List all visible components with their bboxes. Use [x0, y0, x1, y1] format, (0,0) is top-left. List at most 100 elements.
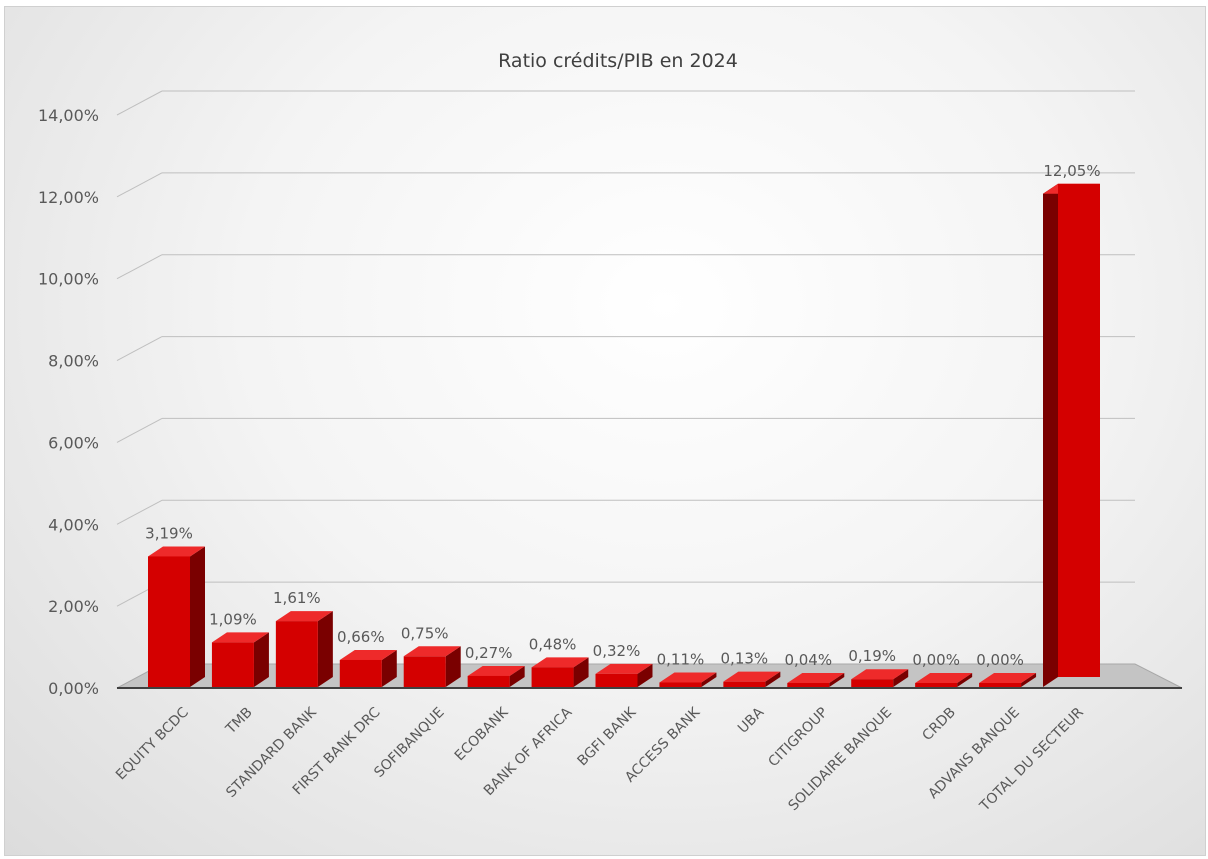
y-tick-label: 2,00% — [48, 597, 99, 616]
data-label: 0,48% — [529, 635, 577, 653]
bar-front — [339, 659, 382, 687]
bar-top — [979, 673, 1037, 683]
bar-front — [787, 683, 830, 687]
data-label: 1,61% — [273, 589, 321, 607]
bar-front — [979, 683, 1022, 687]
x-tick-label: ECOBANK — [452, 704, 512, 764]
bar-top — [851, 669, 909, 680]
gridline-side — [116, 254, 163, 280]
data-label: 0,13% — [721, 650, 769, 668]
y-tick-label: 0,00% — [48, 679, 99, 698]
gridlines — [116, 90, 1135, 607]
bar-side — [1043, 183, 1058, 687]
bar-side — [381, 649, 397, 687]
bar-front — [275, 621, 318, 687]
bar-front — [1058, 183, 1100, 677]
bar-front — [531, 667, 574, 687]
y-tick-label: 10,00% — [38, 270, 99, 289]
bar-side — [509, 665, 525, 687]
bar-side — [893, 669, 909, 687]
bar-side — [765, 671, 781, 687]
bar — [211, 632, 269, 687]
bar-front — [403, 656, 446, 687]
y-tick-label: 6,00% — [48, 433, 99, 452]
y-tick-label: 12,00% — [38, 188, 99, 207]
data-label: 3,19% — [145, 524, 193, 542]
bar-top — [915, 673, 973, 683]
bar — [275, 611, 333, 687]
bar-side — [637, 663, 653, 687]
x-tick-label: BGFI BANK — [574, 704, 639, 769]
bar-top — [787, 673, 845, 683]
y-tick-label: 4,00% — [48, 515, 99, 534]
bar-side — [573, 657, 589, 687]
bar — [851, 669, 909, 687]
bar — [723, 671, 781, 687]
bar-side — [957, 673, 973, 687]
bar-top — [275, 611, 333, 622]
bar — [787, 673, 845, 687]
bar-front — [915, 683, 958, 687]
bar-side — [190, 546, 205, 687]
chart-area: Ratio crédits/PIB en 2024 0,00% 2,00% 4,00… — [4, 6, 1206, 856]
bar-front — [211, 642, 254, 687]
data-label: 0,66% — [337, 628, 385, 646]
bar-front — [851, 679, 894, 687]
gridline-side — [116, 336, 163, 362]
bar — [531, 657, 589, 687]
bar — [1043, 183, 1100, 687]
x-tick-label: SOLIDAIRE BANQUE — [786, 705, 896, 815]
bar-side — [829, 673, 845, 687]
data-label: 0,04% — [784, 651, 832, 669]
bar — [339, 649, 397, 687]
x-tick-label: TMB — [222, 705, 255, 738]
bar-side — [253, 632, 269, 687]
bar-side — [1021, 673, 1037, 687]
x-tick-label: UBA — [735, 704, 767, 736]
gridline-side — [116, 499, 163, 525]
gridline-side — [116, 172, 163, 198]
data-label: 0,00% — [912, 651, 960, 669]
bar-chart: Ratio crédits/PIB en 2024 0,00% 2,00% 4,00… — [38, 50, 1183, 815]
bar-front — [659, 682, 702, 687]
bar-front — [467, 675, 510, 687]
data-label: 1,09% — [209, 610, 257, 628]
bar-top — [531, 657, 589, 668]
x-tick-label: EQUITY BCDC — [113, 704, 192, 783]
bar-top — [467, 665, 525, 676]
bar-front — [595, 673, 638, 687]
bar-top — [211, 632, 269, 643]
bar-top — [595, 663, 653, 674]
chart-title: Ratio crédits/PIB en 2024 — [498, 50, 738, 72]
y-tick-label: 14,00% — [38, 106, 99, 125]
data-label: 0,27% — [465, 644, 513, 662]
bar — [403, 646, 461, 687]
bar — [467, 665, 525, 687]
gridline-side — [116, 90, 163, 116]
bar — [595, 663, 653, 687]
y-axis: 0,00% 2,00% 4,00% 6,00% 8,00% 10,00% 12,00% 14,… — [38, 106, 99, 698]
bar-side — [445, 646, 461, 687]
x-tick-label: TOTAL DU SECTEUR — [976, 704, 1087, 815]
x-tick-label: CRDB — [919, 705, 959, 745]
bar-top — [659, 672, 717, 683]
data-label: 12,05% — [1043, 162, 1100, 180]
y-tick-label: 8,00% — [48, 352, 99, 371]
data-label: 0,19% — [848, 647, 896, 665]
bar — [148, 546, 205, 687]
data-label: 0,75% — [401, 624, 449, 642]
data-label: 0,00% — [976, 651, 1024, 669]
data-labels: 3,19% 1,09% 1,61% 0,66% 0,75% 0,27% 0,48% 0,32%… — [145, 162, 1100, 669]
bar-front — [148, 556, 190, 687]
bar — [915, 673, 973, 687]
gridline-side — [116, 417, 163, 443]
bar-top — [723, 671, 781, 682]
bar-side — [701, 672, 717, 687]
data-label: 0,11% — [657, 650, 705, 668]
bars — [148, 183, 1100, 687]
bar — [659, 672, 717, 687]
bar-top — [148, 546, 205, 557]
bar-top — [403, 646, 461, 657]
bar-top — [339, 649, 397, 660]
